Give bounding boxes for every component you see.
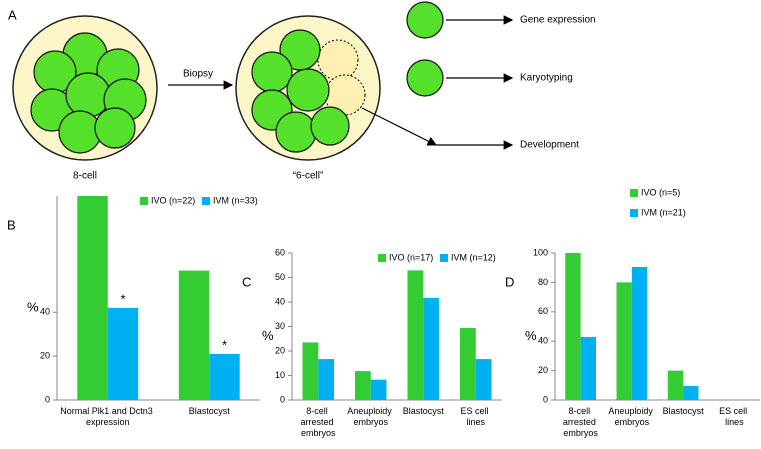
bar <box>209 353 240 400</box>
arrow-label: Biopsy <box>183 69 213 80</box>
y-tick-label: 40 <box>275 296 285 306</box>
x-tick-label: Aneuploidy embryos <box>608 406 655 427</box>
x-tick-label: 8-cell arrested embryos <box>563 406 599 438</box>
y-tick-label: 40 <box>538 336 548 346</box>
y-tick-label: 20 <box>538 365 548 375</box>
output-label: Karyotyping <box>520 73 573 84</box>
arrow <box>361 107 438 146</box>
legend-swatch <box>630 209 638 217</box>
cell <box>406 59 444 97</box>
legend-swatch <box>440 254 448 262</box>
bar <box>475 359 492 400</box>
y-tick-label: 80 <box>538 277 548 287</box>
bar <box>683 386 699 400</box>
annotation: * <box>222 337 227 352</box>
y-axis-label: % <box>27 299 39 314</box>
bar <box>616 282 632 400</box>
x-tick-label: Aneuploidy embryos <box>347 406 394 427</box>
bar <box>178 270 210 400</box>
panel-label: B <box>7 217 16 232</box>
x-tick-label: Blastocyst <box>189 406 231 416</box>
annotation: * <box>120 291 125 306</box>
x-tick-label: Normal Plk1 and Dctn3 expression <box>60 406 155 427</box>
y-tick-label: 40 <box>40 307 50 317</box>
bar <box>667 370 684 400</box>
x-tick-label: 8-cell arrested embryos <box>300 406 336 438</box>
bar <box>565 253 581 400</box>
bar <box>318 359 334 400</box>
y-tick-label: 0 <box>280 394 285 404</box>
x-tick-label: ES cell lines <box>719 406 750 427</box>
panel-label: C <box>242 274 251 289</box>
x-tick-label: Blastocyst <box>663 406 705 416</box>
legend-swatch <box>202 197 210 205</box>
panel-label: A <box>8 7 17 22</box>
caption: “6-cell” <box>293 171 324 182</box>
x-tick-label: ES cell lines <box>460 406 491 427</box>
caption: 8-cell <box>73 171 97 182</box>
embryo-8-cell <box>12 15 158 161</box>
bar <box>370 379 387 400</box>
legend-swatch <box>378 254 386 262</box>
legend-label: IVO (n=22) <box>151 195 195 205</box>
y-tick-label: 0 <box>543 394 548 404</box>
bar <box>77 196 108 400</box>
legend-label: IVM (n=12) <box>451 252 496 262</box>
legend-swatch <box>140 197 148 205</box>
y-tick-label: 20 <box>275 345 285 355</box>
legend-label: IVO (n=5) <box>641 187 680 197</box>
x-tick-label: Blastocyst <box>403 406 445 416</box>
panel-label: D <box>505 274 514 289</box>
y-tick-label: 50 <box>275 272 285 282</box>
bar <box>107 307 139 400</box>
bar <box>302 342 319 400</box>
y-tick-label: 60 <box>538 306 548 316</box>
output-label: Development <box>520 140 579 151</box>
y-axis-label: % <box>525 328 537 343</box>
bar <box>460 327 476 400</box>
bar <box>423 297 439 400</box>
y-tick-label: 0 <box>45 394 50 404</box>
cell <box>406 1 444 39</box>
legend-swatch <box>630 189 638 197</box>
y-tick-label: 60 <box>275 247 285 257</box>
y-tick-label: 20 <box>40 351 50 361</box>
bar <box>407 270 424 400</box>
bar <box>355 371 371 400</box>
y-axis-label: % <box>262 328 274 343</box>
bar <box>580 336 596 400</box>
legend-label: IVO (n=17) <box>389 252 433 262</box>
y-tick-label: 30 <box>275 321 285 331</box>
legend-label: IVM (n=21) <box>641 207 686 217</box>
y-tick-label: 100 <box>533 247 548 257</box>
embryo-6-cell <box>235 15 381 161</box>
output-label: Gene expression <box>520 15 596 26</box>
y-tick-label: 10 <box>275 370 285 380</box>
bar <box>631 266 648 400</box>
legend-label: IVM (n=33) <box>213 195 258 205</box>
